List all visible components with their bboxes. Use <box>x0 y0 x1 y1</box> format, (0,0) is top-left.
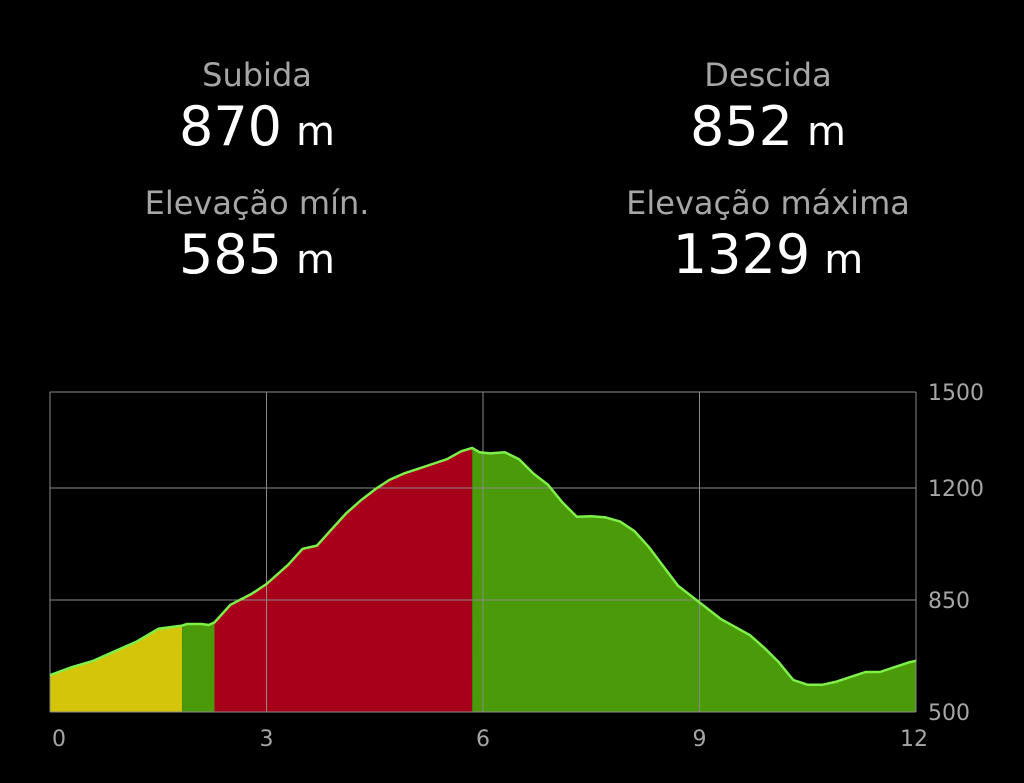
descent-value-line: 852 m <box>618 95 918 164</box>
area-segment-3 <box>214 448 473 712</box>
ascent-stat: Subida 870 m <box>107 55 407 164</box>
area-segment-4 <box>472 448 916 712</box>
x-tick-label-12: 12 <box>900 727 928 752</box>
y-tick-label-500: 500 <box>928 701 970 726</box>
area-segment-2 <box>182 622 215 712</box>
descent-value: 852 <box>689 95 794 158</box>
y-tick-label-1500: 1500 <box>928 381 984 406</box>
x-tick-label-6: 6 <box>476 727 490 752</box>
max-elevation-value: 1329 <box>672 223 811 286</box>
max-elevation-label: Elevação máxima <box>626 184 910 222</box>
x-tick-label-9: 9 <box>693 727 707 752</box>
descent-unit: m <box>807 109 847 155</box>
descent-label: Descida <box>704 56 832 94</box>
min-elevation-stat: Elevação mín. 585 m <box>107 183 407 292</box>
descent-stat: Descida 852 m <box>618 55 918 164</box>
max-elevation-stat: Elevação máxima 1329 m <box>588 183 948 292</box>
ascent-unit: m <box>296 109 336 155</box>
ascent-label: Subida <box>202 56 312 94</box>
ascent-value-line: 870 m <box>107 95 407 164</box>
area-segment-1 <box>50 625 183 712</box>
max-elevation-value-line: 1329 m <box>588 223 948 292</box>
min-elevation-label: Elevação mín. <box>144 184 370 222</box>
min-elevation-value-line: 585 m <box>107 223 407 292</box>
min-elevation-unit: m <box>296 237 336 283</box>
y-tick-label-850: 850 <box>928 589 970 614</box>
x-tick-label-3: 3 <box>260 727 274 752</box>
elevation-line <box>49 446 917 687</box>
ascent-value: 870 <box>178 95 283 158</box>
x-tick-label-0: 0 <box>52 727 66 752</box>
max-elevation-unit: m <box>824 237 864 283</box>
y-tick-label-1200: 1200 <box>928 477 984 502</box>
min-elevation-value: 585 <box>178 223 283 286</box>
